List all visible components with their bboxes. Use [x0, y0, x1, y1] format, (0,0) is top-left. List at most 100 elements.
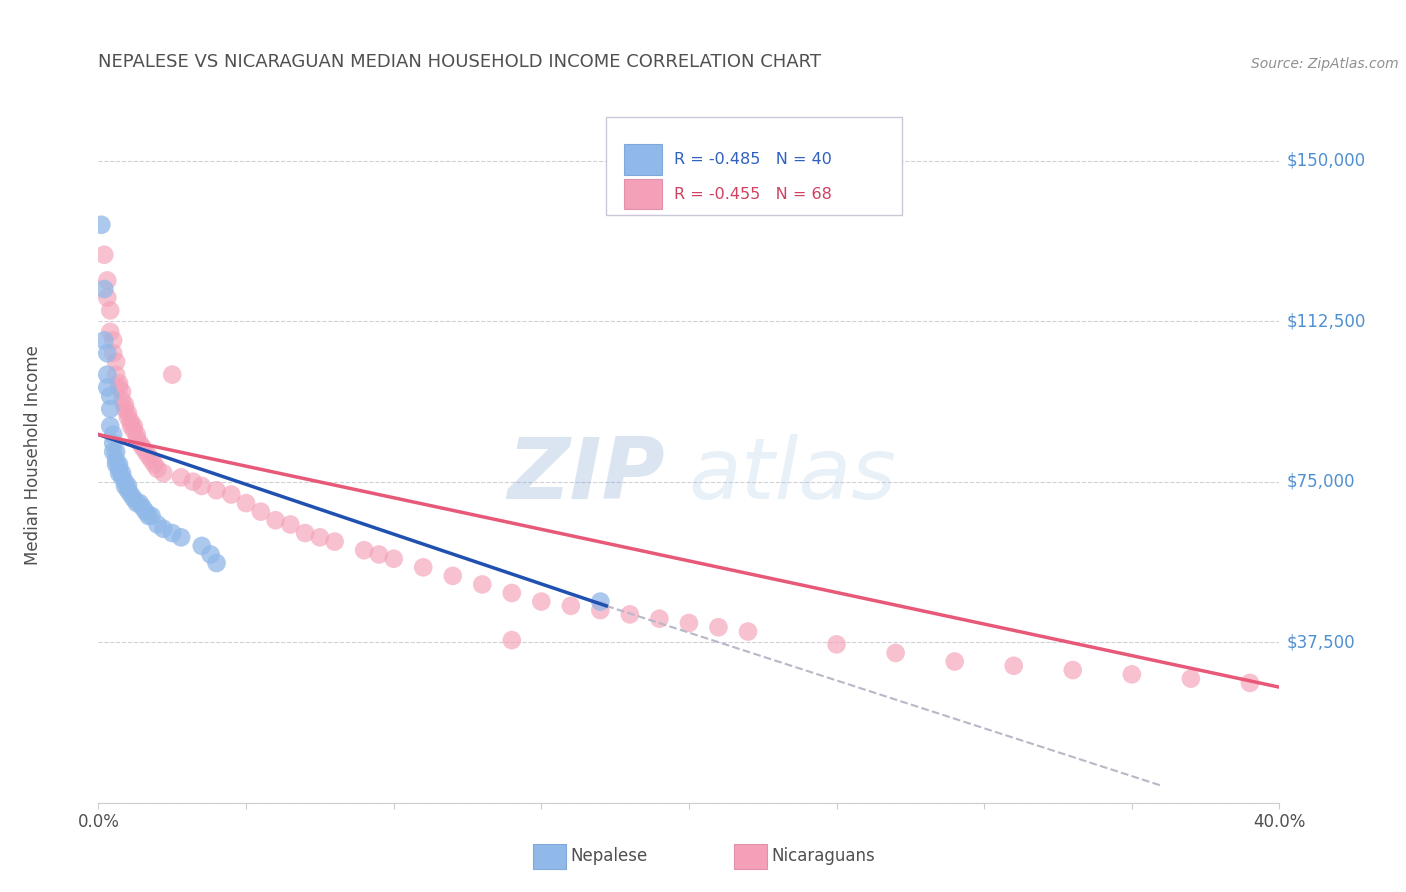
Point [943, 655, 966, 669]
Point [103, 346, 125, 360]
Point [111, 466, 134, 480]
Point [309, 530, 332, 544]
Point [560, 599, 582, 613]
Point [471, 577, 494, 591]
Point [707, 620, 730, 634]
Point [589, 603, 612, 617]
Point [111, 470, 134, 484]
Point [114, 479, 136, 493]
Point [138, 449, 160, 463]
Point [98, 419, 121, 434]
Point [117, 410, 139, 425]
Point [111, 393, 134, 408]
Point [162, 368, 183, 382]
Point [219, 487, 242, 501]
Point [278, 517, 302, 532]
Point [96, 380, 118, 394]
Point [108, 380, 131, 394]
Point [96, 273, 118, 287]
Point [146, 462, 169, 476]
Point [589, 594, 612, 608]
Text: atlas: atlas [689, 434, 897, 517]
Point [117, 406, 139, 420]
Point [1180, 672, 1202, 686]
FancyBboxPatch shape [624, 178, 662, 210]
Point [368, 548, 391, 562]
Point [382, 551, 405, 566]
Point [125, 427, 148, 442]
Text: ZIP: ZIP [508, 434, 665, 517]
Text: Source: ZipAtlas.com: Source: ZipAtlas.com [1251, 57, 1399, 71]
FancyBboxPatch shape [606, 118, 901, 215]
Point [105, 444, 128, 458]
FancyBboxPatch shape [624, 144, 662, 175]
Point [128, 496, 150, 510]
Point [191, 539, 214, 553]
Point [96, 368, 118, 382]
Point [235, 496, 257, 510]
Text: $112,500: $112,500 [1286, 312, 1365, 330]
Point [1062, 663, 1084, 677]
Point [108, 376, 131, 391]
Point [737, 624, 759, 639]
Point [108, 458, 131, 472]
Point [441, 569, 464, 583]
Point [122, 423, 145, 437]
Point [264, 513, 287, 527]
Point [170, 530, 193, 544]
Point [191, 479, 214, 493]
Point [530, 594, 553, 608]
Point [93, 334, 115, 348]
Point [96, 346, 118, 360]
Point [120, 415, 142, 429]
Point [146, 517, 169, 532]
Point [114, 475, 136, 489]
Text: Nicaraguans: Nicaraguans [772, 847, 876, 864]
Point [98, 303, 121, 318]
Point [114, 398, 136, 412]
Point [122, 419, 145, 434]
Point [648, 612, 671, 626]
Point [122, 491, 145, 506]
Point [323, 534, 346, 549]
Point [294, 526, 316, 541]
Point [120, 487, 142, 501]
Point [884, 646, 907, 660]
Point [105, 453, 128, 467]
FancyBboxPatch shape [533, 844, 567, 869]
Point [170, 470, 193, 484]
Text: Nepalese: Nepalese [571, 847, 648, 864]
Point [114, 401, 136, 416]
Point [619, 607, 641, 622]
Point [105, 368, 128, 382]
Text: Median Household Income: Median Household Income [24, 345, 42, 565]
Point [412, 560, 434, 574]
Text: $150,000: $150,000 [1286, 152, 1365, 169]
Point [1002, 658, 1025, 673]
Text: $75,000: $75,000 [1286, 473, 1355, 491]
Text: NEPALESE VS NICARAGUAN MEDIAN HOUSEHOLD INCOME CORRELATION CHART: NEPALESE VS NICARAGUAN MEDIAN HOUSEHOLD … [98, 54, 821, 71]
Point [117, 483, 139, 498]
Point [138, 508, 160, 523]
Point [103, 334, 125, 348]
Point [105, 458, 128, 472]
Point [98, 401, 121, 416]
Point [111, 384, 134, 399]
Point [93, 248, 115, 262]
Point [353, 543, 375, 558]
Point [117, 479, 139, 493]
Point [678, 615, 700, 630]
Point [205, 483, 228, 498]
Point [152, 522, 174, 536]
Text: R = -0.485   N = 40: R = -0.485 N = 40 [673, 152, 831, 167]
Point [135, 444, 157, 458]
Point [90, 218, 112, 232]
Point [143, 458, 166, 472]
Point [103, 436, 125, 450]
Point [105, 355, 128, 369]
Point [250, 505, 273, 519]
Point [1239, 676, 1261, 690]
Text: $37,500: $37,500 [1286, 633, 1355, 651]
Point [162, 526, 183, 541]
Point [98, 325, 121, 339]
